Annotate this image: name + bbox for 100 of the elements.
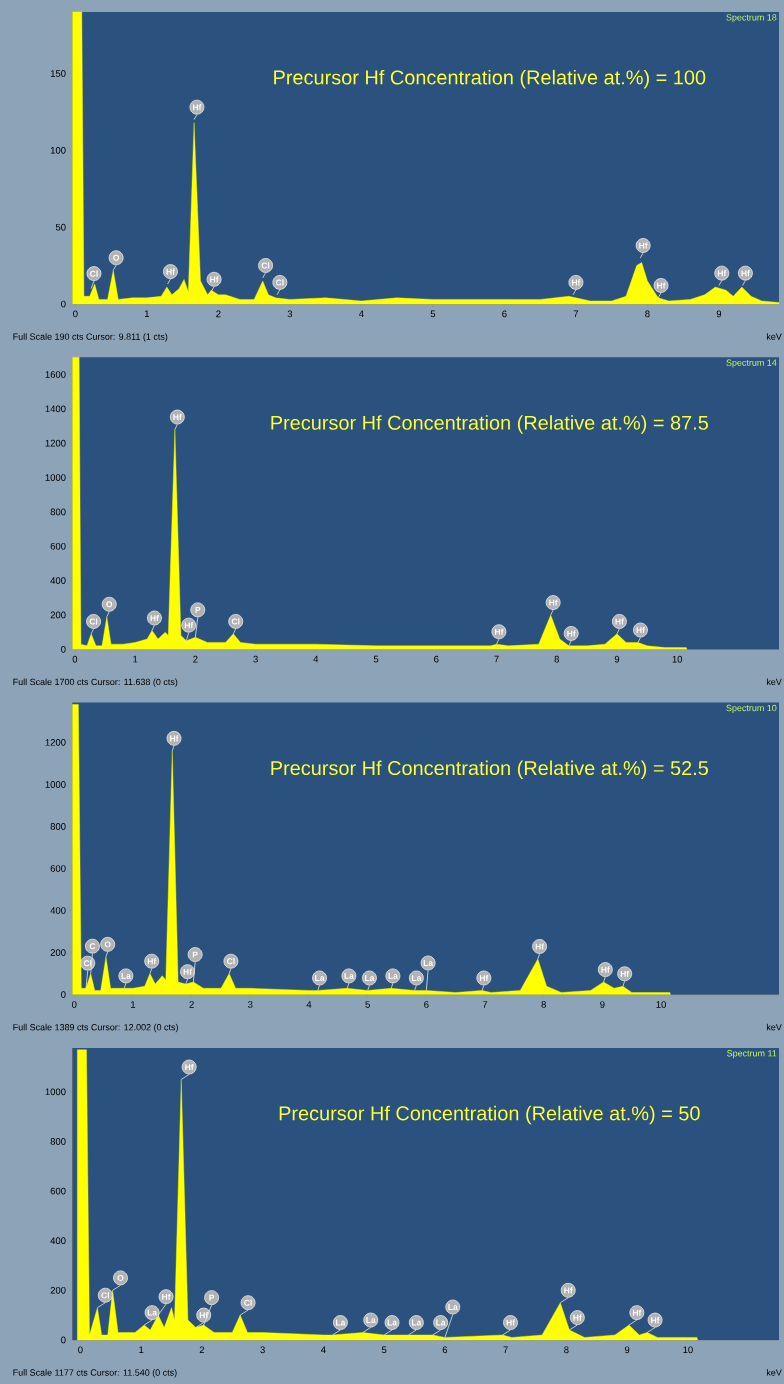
- annotation: Hf: [535, 943, 545, 950]
- x-axis-title: keV: [766, 678, 782, 686]
- chart-subtitle: Spectrum 10: [726, 704, 777, 713]
- y-tick-label: 600: [50, 1187, 66, 1195]
- annotation: Hf: [651, 1317, 660, 1324]
- annotation: La: [365, 975, 375, 981]
- annotation: Hf: [506, 1319, 515, 1326]
- annotation: Hf: [479, 974, 489, 982]
- x-tick-label: 8: [554, 655, 559, 663]
- annotation: Hf: [636, 626, 645, 634]
- y-tick-label: 600: [50, 542, 66, 550]
- x-tick-label: 3: [253, 655, 258, 663]
- x-tick-label: 5: [381, 1346, 387, 1354]
- x-tick-label: 7: [494, 655, 499, 663]
- y-tick-label: 0: [61, 300, 66, 308]
- x-tick-label: 4: [306, 1001, 312, 1008]
- text: Precursor Hf Concentration (Relative at.%) = 87.5: [271, 415, 708, 434]
- annotation: La: [147, 1309, 158, 1316]
- x-tick-label: 9: [716, 310, 722, 318]
- annotation: La: [388, 972, 398, 979]
- x-tick-label: 6: [442, 1346, 448, 1354]
- annotation: O: [106, 601, 113, 608]
- y-tick-label: 100: [50, 146, 66, 154]
- y-tick-label: 1400: [45, 405, 66, 413]
- annotation: Hf: [549, 599, 558, 606]
- annotation: La: [366, 1317, 376, 1324]
- x-tick-label: 6: [434, 655, 439, 663]
- annotation: La: [423, 960, 434, 966]
- x-tick-label: 0: [78, 1346, 83, 1354]
- annotation: Cl: [83, 960, 92, 967]
- x-tick-label: 5: [373, 655, 379, 663]
- x-tick-label: 1: [144, 310, 150, 318]
- annotation: La: [344, 972, 354, 979]
- annotation: Hf: [170, 735, 179, 742]
- x-tick-label: 4: [313, 655, 319, 663]
- y-tick-label: 400: [50, 907, 66, 914]
- annotation: Hf: [620, 970, 630, 977]
- x-tick-label: 4: [358, 310, 364, 318]
- x-tick-label: 7: [482, 1001, 488, 1008]
- annotation: La: [387, 1319, 398, 1326]
- annotation: Hf: [615, 618, 624, 625]
- annotation: P: [209, 1294, 215, 1301]
- annotation: Hf: [495, 628, 504, 635]
- x-tick-label: 3: [260, 1346, 265, 1354]
- annotation: La: [411, 1319, 422, 1326]
- annotation: Hf: [210, 276, 219, 283]
- annotation: Hf: [185, 1063, 194, 1071]
- annotation: O: [104, 941, 111, 948]
- x-tick-label: 2: [189, 1001, 194, 1008]
- chart-subtitle: Spectrum 11: [727, 1050, 777, 1059]
- annotation: Hf: [572, 279, 581, 286]
- chart-subtitle: Spectrum 14: [726, 359, 777, 368]
- annotation: Hf: [184, 622, 194, 629]
- y-tick-label: 0: [61, 645, 66, 653]
- annotation: La: [315, 975, 325, 981]
- text: Precursor Hf Concentration (Relative at.%) = 100: [274, 69, 706, 89]
- annotation: Hf: [717, 270, 727, 277]
- annotation: Hf: [162, 1293, 171, 1300]
- x-tick-label: 2: [199, 1346, 205, 1354]
- y-tick-label: 400: [50, 1237, 66, 1245]
- annotation: Hf: [564, 1287, 573, 1294]
- annotation: Cl: [275, 279, 284, 286]
- x-tick-label: 1: [131, 1001, 136, 1008]
- annotation: Hf: [199, 1312, 209, 1319]
- annotation: Hf: [150, 614, 159, 622]
- annotation: Hf: [147, 958, 157, 965]
- x-tick-label: 2: [193, 655, 198, 663]
- y-tick-label: 1600: [45, 371, 66, 378]
- y-tick-label: 1200: [45, 738, 66, 746]
- chart-subtitle: Spectrum 18: [726, 14, 777, 23]
- x-tick-label: 5: [365, 1001, 370, 1008]
- y-tick-label: 0: [61, 1336, 66, 1344]
- y-tick-label: 200: [50, 949, 66, 956]
- annotation: La: [411, 975, 422, 981]
- text: Precursor Hf Concentration (Relative at.%) = 52.5: [271, 760, 708, 780]
- x-tick-label: 0: [73, 310, 78, 318]
- x-axis-title: keV: [766, 333, 782, 340]
- annotation: P: [192, 951, 198, 958]
- y-tick-label: 800: [50, 823, 66, 830]
- text: Full Scale 1177 cts Cursor: 11.540 (0 cts): [13, 1369, 177, 1378]
- x-tick-label: 10: [683, 1346, 693, 1354]
- x-tick-label: 7: [503, 1346, 508, 1353]
- x-tick-label: 8: [564, 1346, 569, 1354]
- y-tick-label: 200: [50, 611, 66, 619]
- x-tick-label: 8: [645, 310, 650, 318]
- text: Full Scale 1700 cts Cursor: 11.638 (0 cts): [13, 678, 178, 687]
- annotation: La: [336, 1319, 346, 1326]
- x-tick-label: 6: [424, 1001, 429, 1008]
- x-tick-label: 6: [502, 310, 507, 318]
- x-tick-label: 1: [133, 655, 138, 663]
- x-tick-label: 7: [573, 310, 579, 318]
- annotation: Hf: [639, 242, 648, 249]
- annotation: O: [113, 254, 120, 261]
- text: Full Scale 190 cts Cursor: 9.811 (1 cts): [13, 333, 168, 342]
- annotation: Hf: [657, 282, 666, 289]
- x-tick-label: 5: [430, 310, 436, 318]
- y-tick-label: 800: [50, 1138, 66, 1145]
- text: Precursor Hf Concentration (Relative at.%) = 50: [279, 1105, 700, 1125]
- annotation: La: [121, 972, 131, 979]
- text: Full Scale 1389 cts Cursor: 12.002 (0 cts): [13, 1023, 178, 1033]
